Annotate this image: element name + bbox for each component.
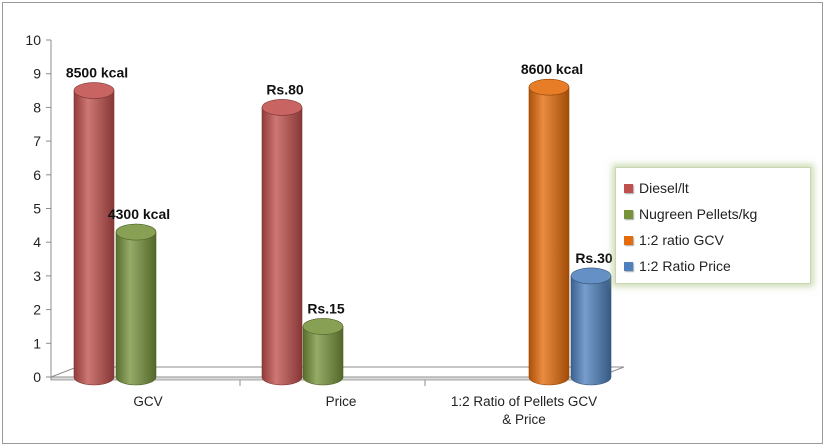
data-label: 8600 kcal	[521, 61, 583, 77]
x-category-label: & Price	[502, 412, 546, 427]
x-category-label: 1:2 Ratio of Pellets GCV	[451, 394, 597, 409]
bar-top-cap	[115, 223, 157, 241]
bar-nugreen-pellets-kg-0	[115, 231, 157, 386]
legend-label-diesel: Diesel/lt	[639, 180, 689, 196]
legend-item-ratio-gcv: 1:2 ratio GCV	[624, 227, 810, 253]
bar-diesel-lt-0	[73, 90, 115, 386]
legend-label-ratio-price: 1:2 Ratio Price	[639, 258, 731, 274]
legend-item-ratio-price: 1:2 Ratio Price	[624, 253, 810, 279]
y-tick-label: 6	[33, 167, 41, 183]
bar-top-cap	[73, 82, 115, 99]
y-tick-label: 0	[33, 369, 41, 385]
data-label: 8500 kcal	[66, 65, 128, 81]
bar-top-cap	[570, 267, 612, 285]
y-tick-label: 2	[33, 302, 41, 318]
data-label: Rs.30	[575, 250, 613, 266]
chart-frame: 0 1 2 3 4 5 6 7 8 9 10 GCV Price 1:2 Ratio of Pellets…	[2, 2, 823, 444]
bar-1-2-ratio-price-2	[570, 275, 612, 386]
chart-legend: Diesel/lt Nugreen Pellets/kg 1:2 ratio G…	[615, 167, 811, 284]
legend-item-pellets: Nugreen Pellets/kg	[624, 201, 810, 227]
data-label: 4300 kcal	[108, 206, 170, 222]
labels-layer: 8500 kcal Rs.80 4300 kcal Rs.15 8600 kcal Rs.…	[66, 61, 613, 316]
y-tick-label: 5	[33, 201, 41, 217]
y-tick-label: 9	[33, 66, 41, 82]
bar-top-cap	[302, 318, 344, 335]
legend-swatch-ratio-gcv	[624, 235, 633, 245]
bar-chart: 0 1 2 3 4 5 6 7 8 9 10 GCV Price 1:2 Ratio of Pellets…	[25, 32, 625, 427]
legend-label-ratio-gcv: 1:2 ratio GCV	[639, 232, 724, 248]
legend-swatch-pellets	[624, 209, 633, 219]
data-label: Rs.15	[307, 300, 345, 316]
x-category-label: Price	[326, 394, 357, 409]
y-tick-label: 1	[33, 335, 41, 351]
legend-item-diesel: Diesel/lt	[624, 175, 810, 201]
bars-layer	[73, 78, 612, 386]
data-label: Rs.80	[266, 81, 304, 97]
x-category-label: GCV	[133, 394, 162, 409]
bar-nugreen-pellets-kg-1	[302, 326, 344, 386]
y-tick-label: 7	[33, 133, 41, 149]
y-tick-label: 10	[25, 32, 41, 48]
legend-swatch-ratio-price	[624, 261, 633, 271]
legend-swatch-diesel	[624, 183, 633, 193]
y-tick-label: 3	[33, 268, 41, 284]
bar-top-cap	[528, 78, 570, 96]
bar-1-2-ratio-gcv-2	[528, 86, 570, 386]
y-tick-label: 4	[33, 234, 41, 250]
bar-top-cap	[261, 99, 303, 116]
legend-label-pellets: Nugreen Pellets/kg	[639, 206, 758, 222]
bar-diesel-lt-1	[261, 107, 303, 386]
y-tick-label: 8	[33, 99, 41, 115]
axis-layer: 0 1 2 3 4 5 6 7 8 9 10 GCV Price 1:2 Ratio of Pellets…	[25, 32, 625, 427]
